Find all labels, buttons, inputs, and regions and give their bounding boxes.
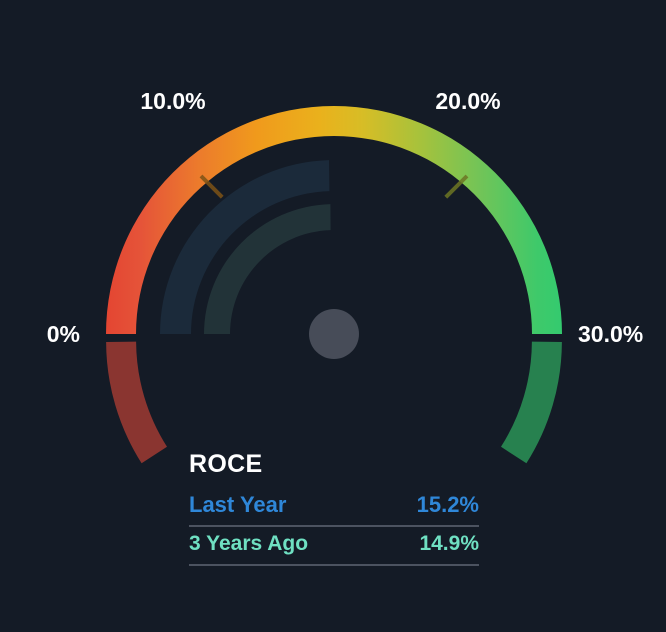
gauge-overflow-tail-low: [106, 341, 167, 464]
legend-value-last-year: 15.2%: [416, 492, 479, 517]
gauge-track-three-years: [204, 204, 331, 334]
needle-hub: [309, 309, 359, 359]
axis-label-max: 30.0%: [578, 321, 643, 347]
legend-row-last-year: Last Year 15.2%: [189, 488, 479, 527]
axis-label-twenty: 20.0%: [435, 88, 500, 114]
legend-label-three-years: 3 Years Ago: [189, 532, 309, 555]
gauge-tick-20: [444, 174, 469, 199]
gauge-track-last-year: [160, 160, 330, 334]
axis-label-ten: 10.0%: [140, 88, 205, 114]
gauge-overflow-tail-high: [501, 341, 562, 464]
legend-row-three-years: 3 Years Ago 14.9%: [189, 527, 479, 566]
gauge-value-band: [106, 106, 562, 334]
axis-label-min: 0%: [47, 321, 80, 347]
legend-value-three-years: 14.9%: [419, 532, 479, 555]
chart-title: ROCE: [189, 450, 263, 478]
needle-three-years: [323, 169, 343, 343]
gauge-tick-10: [199, 174, 224, 199]
legend-label-last-year: Last Year: [189, 492, 287, 517]
gauge-legend: ROCE Last Year 15.2% 3 Years Ago 14.9%: [189, 449, 479, 566]
